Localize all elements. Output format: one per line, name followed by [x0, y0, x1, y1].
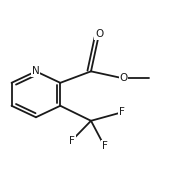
Text: F: F — [69, 136, 75, 146]
Text: F: F — [119, 107, 125, 117]
Text: F: F — [102, 141, 108, 151]
Text: O: O — [95, 29, 103, 39]
Text: O: O — [119, 73, 128, 83]
Text: N: N — [32, 66, 40, 76]
